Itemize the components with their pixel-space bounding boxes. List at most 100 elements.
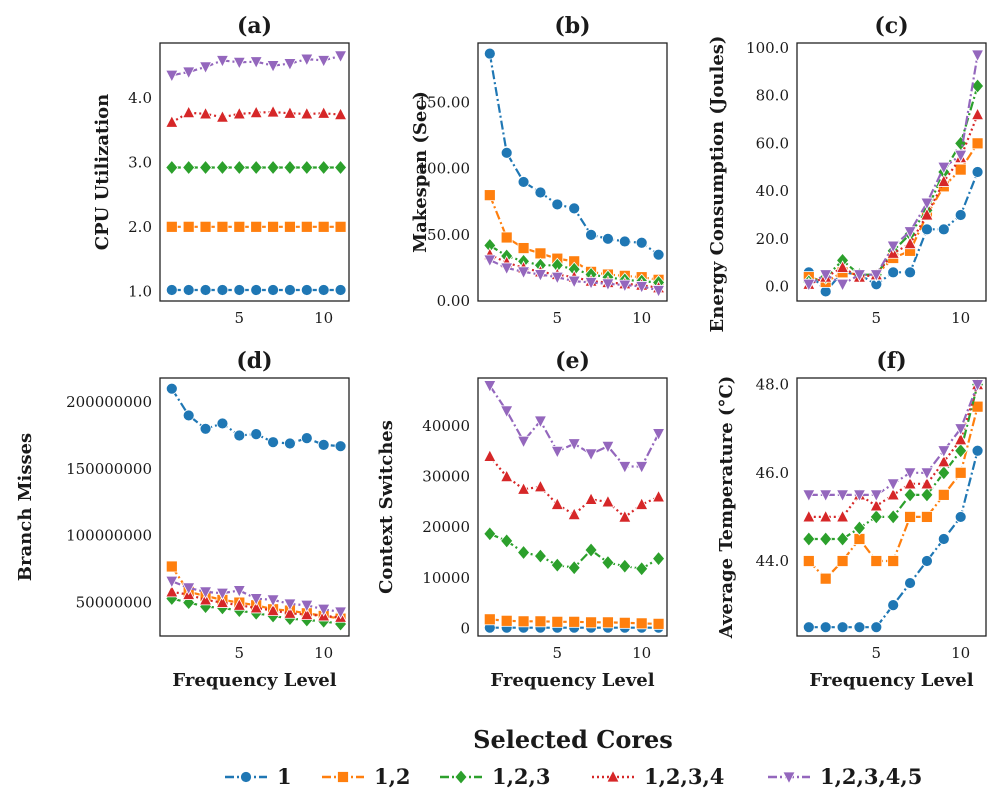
x-tick-label: 5 [872, 644, 882, 662]
data-point [283, 159, 297, 176]
panel-title: (f) [876, 348, 906, 374]
data-point [533, 548, 547, 564]
data-point [534, 186, 547, 199]
data-point [585, 616, 597, 629]
data-point [300, 432, 313, 445]
data-point [199, 159, 213, 176]
data-point [937, 445, 951, 459]
data-point [165, 220, 178, 233]
data-point [870, 621, 883, 634]
legend-title: Selected Cores [473, 725, 673, 754]
data-point [920, 467, 934, 481]
legend-entry-1-2: 1,2 [322, 764, 411, 789]
data-point [198, 106, 213, 120]
data-point [199, 422, 212, 435]
x-tick-label: 5 [235, 644, 245, 662]
data-point [584, 448, 598, 462]
data-point [819, 489, 833, 503]
data-point [500, 146, 513, 159]
x-tick-label: 10 [632, 644, 651, 662]
data-point [970, 379, 985, 392]
data-point [585, 228, 597, 241]
data-point [971, 137, 984, 150]
data-point [500, 262, 514, 276]
data-point [802, 621, 815, 634]
series-1-2-3-4 [802, 107, 985, 290]
panel-d: (d) 5 10 50000000 100000000 150000000 20000000… [15, 348, 350, 691]
data-point [870, 555, 883, 567]
data-point [567, 560, 581, 576]
data-point [500, 231, 513, 244]
data-point [971, 400, 984, 413]
x-axis-label: Frequency Level [809, 670, 973, 691]
data-point [182, 284, 195, 296]
y-tick-label: 40.0 [756, 182, 789, 200]
data-point [567, 507, 581, 520]
series-1 [165, 382, 347, 453]
data-point [300, 106, 314, 120]
data-point [635, 236, 648, 249]
series-1-2-3-4 [165, 104, 348, 128]
data-point [165, 382, 178, 395]
legend-marker [454, 769, 468, 785]
y-tick-label: 46.0 [756, 464, 789, 482]
data-point [266, 104, 280, 118]
data-point [165, 575, 179, 589]
y-tick-label: 2.0 [128, 218, 152, 236]
y-tick-label: 48.0 [756, 376, 789, 394]
data-point [567, 275, 581, 289]
data-point [835, 489, 850, 503]
x-tick-label: 10 [951, 309, 970, 327]
data-point [517, 544, 531, 561]
data-point [483, 47, 496, 60]
data-point [483, 613, 496, 626]
data-point [904, 511, 916, 523]
data-point [165, 114, 179, 128]
series-line [808, 450, 979, 629]
data-point [249, 593, 263, 606]
data-point [921, 511, 933, 523]
data-point [971, 166, 984, 178]
data-point [249, 159, 263, 176]
series-line [808, 384, 979, 496]
data-point [533, 415, 548, 429]
series-1-2 [483, 613, 665, 630]
y-axis-label: Energy Consumption (Joules) [707, 36, 728, 333]
data-point [517, 242, 530, 254]
data-point [937, 488, 950, 501]
data-point [215, 159, 229, 176]
series-1-2-3 [483, 526, 666, 577]
data-point [483, 526, 497, 542]
plot-frame [796, 377, 987, 637]
y-tick-label: 200000000 [66, 393, 152, 411]
data-point [283, 58, 297, 72]
series-1-2 [165, 220, 347, 233]
data-point [216, 284, 229, 296]
data-point [853, 621, 866, 634]
data-point [802, 531, 816, 547]
data-point [852, 269, 867, 283]
legend-entries: 1 1,2 1,2,3 1,2,3,4 1,2,3,4,5 [225, 764, 922, 789]
data-point [920, 207, 934, 221]
data-point [869, 489, 883, 503]
legend-marker [782, 771, 796, 785]
data-point [182, 159, 196, 176]
data-point [534, 615, 547, 628]
x-tick-label: 5 [872, 309, 882, 327]
series-1 [483, 47, 665, 261]
data-point [500, 614, 513, 627]
legend-entry-1-2-3: 1,2,3 [440, 764, 550, 789]
data-point [903, 487, 917, 503]
y-tick-label: 0 [460, 619, 470, 637]
data-point [266, 60, 280, 73]
data-point [836, 555, 849, 567]
data-point [887, 599, 900, 612]
y-tick-label: 44.0 [756, 552, 789, 570]
data-point [970, 49, 985, 63]
data-point [267, 284, 279, 296]
series-1-2-3-4-5 [802, 49, 985, 292]
y-axis-label: Context Switches [376, 420, 397, 594]
data-point [317, 105, 331, 119]
data-point [165, 584, 179, 598]
